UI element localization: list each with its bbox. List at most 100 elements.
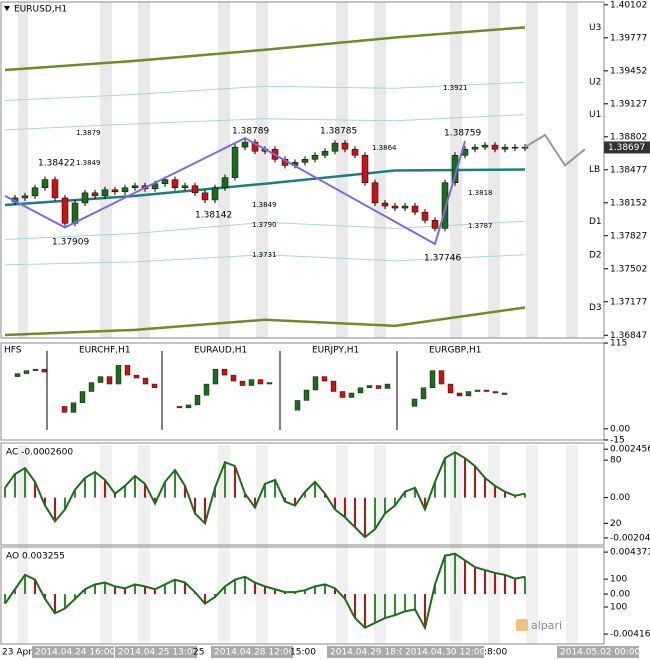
candle-body — [121, 187, 129, 193]
y-tick-label: 0.00 — [610, 590, 630, 600]
histogram-bar — [74, 489, 76, 498]
histogram-bar — [224, 586, 226, 595]
histogram-bar — [314, 481, 316, 498]
histogram-bar — [324, 493, 326, 498]
y-tick-label: 115 — [610, 339, 627, 349]
histogram-bar — [254, 582, 256, 595]
histogram-bar — [164, 584, 166, 595]
histogram-bar — [34, 481, 36, 498]
mini-candle — [142, 377, 149, 385]
time-label: 2014.04.24 16:00 — [35, 648, 116, 658]
histogram-bar — [474, 466, 476, 498]
oscillator-line — [4, 451, 526, 539]
candle-body — [231, 146, 239, 178]
band-label: LB — [589, 165, 600, 175]
candle-body — [431, 219, 439, 229]
indicator-title: AC -0.0002600 — [6, 448, 73, 458]
histogram-bar — [454, 553, 456, 595]
indicator-title: AO 0.003255 — [6, 552, 65, 562]
logo-text: alpari — [531, 619, 562, 632]
histogram-bar — [344, 497, 346, 518]
level-annotation: 1.3790 — [252, 221, 277, 229]
candle-body — [371, 182, 379, 204]
price-annotation: 1.38789 — [232, 127, 269, 137]
level-annotation: 1.3849 — [252, 201, 277, 209]
histogram-bar — [524, 576, 526, 595]
histogram-bar — [244, 576, 246, 595]
candle-body — [341, 142, 349, 150]
histogram-bar — [394, 594, 396, 616]
price-annotation: 1.37746 — [424, 254, 461, 264]
session-stripe — [256, 2, 268, 338]
mini-candle — [366, 385, 373, 388]
band-line — [4, 306, 526, 337]
mini-candle — [88, 382, 95, 392]
mini-candle — [420, 387, 427, 400]
time-label-box — [211, 646, 293, 658]
oscillator-line — [4, 552, 526, 631]
histogram-bar — [214, 487, 216, 498]
time-label-box — [32, 646, 114, 658]
time-label-box — [327, 646, 409, 658]
band-label: U2 — [589, 78, 601, 88]
price-annotation: 1.38785 — [320, 127, 357, 137]
histogram-bar — [244, 493, 246, 498]
histogram-bar — [264, 483, 266, 498]
y-tick-label: 1.37177 — [610, 297, 647, 307]
session-stripe — [526, 2, 538, 338]
histogram-bar — [324, 584, 326, 595]
mini-candle — [465, 391, 472, 397]
candle-body — [241, 141, 249, 148]
projection-line — [524, 133, 586, 167]
candle-body — [71, 202, 79, 224]
logo-icon — [516, 619, 528, 631]
candle-body — [181, 185, 189, 189]
y-tick-label: 0.002456 — [610, 445, 650, 455]
histogram-bar — [484, 477, 486, 498]
mini-candle — [151, 383, 158, 388]
band-line — [4, 168, 526, 207]
y-tick-label: -0.004167 — [610, 630, 650, 640]
chart-title: EURUSD,H1 — [14, 5, 67, 15]
histogram-bar — [514, 578, 516, 595]
mini-candle — [339, 391, 346, 398]
histogram-bar — [484, 570, 486, 595]
band-line — [4, 254, 526, 266]
time-label-box — [557, 646, 639, 658]
mini-candle — [501, 392, 508, 395]
histogram-bar — [414, 487, 416, 498]
histogram-bar — [354, 497, 356, 528]
mini-candle — [429, 370, 436, 388]
time-label-box — [115, 646, 197, 658]
y-tick-label: 100 — [610, 575, 627, 585]
histogram-bar — [184, 485, 186, 498]
histogram-bar — [44, 497, 46, 506]
histogram-bar — [54, 594, 56, 614]
histogram-bar — [204, 497, 206, 524]
title-marker — [4, 6, 10, 11]
candle-body — [491, 144, 499, 150]
histogram-bar — [434, 481, 436, 498]
band-label: D3 — [589, 303, 602, 313]
mini-candle — [203, 383, 210, 396]
y-tick-label: 1.40102 — [610, 0, 647, 10]
mini-candle — [41, 368, 48, 373]
mini-candle — [411, 398, 418, 407]
mini-candle — [70, 402, 77, 413]
mini-candle — [375, 385, 382, 389]
mini-candle — [14, 373, 21, 377]
histogram-bar — [424, 497, 426, 510]
mini-candle — [133, 374, 140, 379]
histogram-bar — [44, 594, 46, 599]
time-label: 23 Apr — [2, 648, 32, 658]
panel-frame — [0, 546, 605, 645]
time-label: 2014.04.25 13:00 — [118, 648, 199, 658]
histogram-bar — [354, 594, 356, 619]
mini-candle — [23, 370, 30, 374]
symbol-label: EURGBP,H1 — [429, 346, 481, 356]
histogram-bar — [234, 466, 236, 498]
histogram-bar — [374, 497, 376, 530]
session-stripe — [18, 2, 28, 338]
histogram-bar — [334, 497, 336, 510]
band-line — [4, 81, 526, 101]
